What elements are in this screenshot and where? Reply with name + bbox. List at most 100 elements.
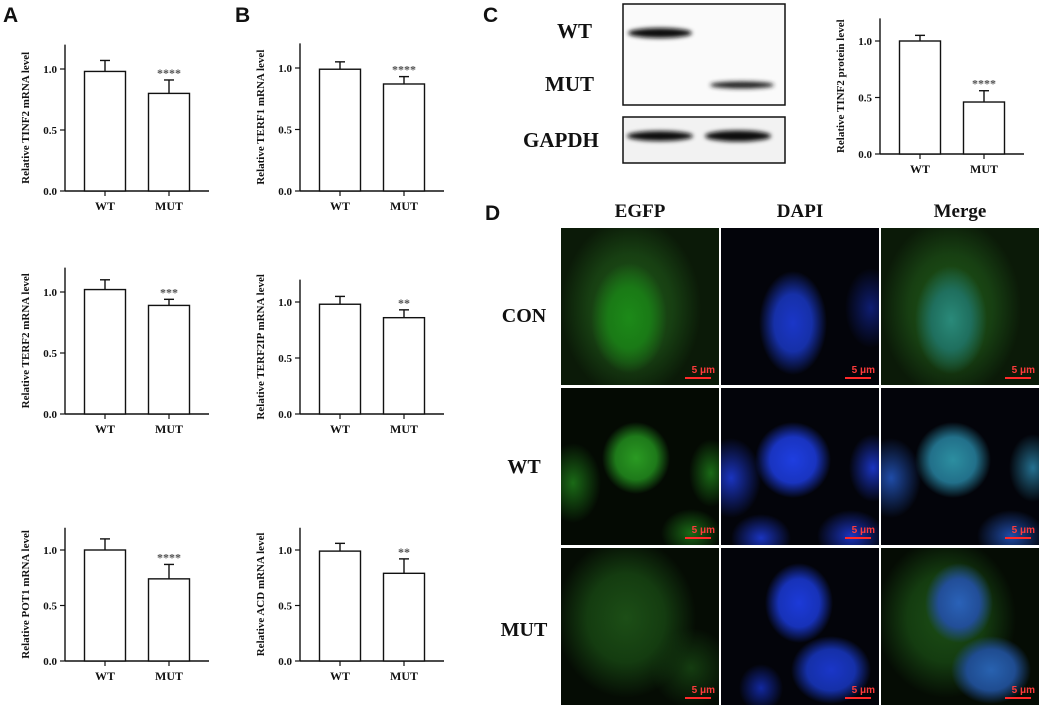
x-tick-label: WT xyxy=(330,669,350,683)
bar-wt xyxy=(318,68,362,192)
y-tick-label: 1.0 xyxy=(278,297,292,309)
x-tick-label: MUT xyxy=(390,422,418,436)
bar-wt xyxy=(318,303,362,415)
row-label-con: CON xyxy=(502,305,547,327)
scale-bar-label: 5 μm xyxy=(851,685,875,696)
blot-label-gapdh: GAPDH xyxy=(523,128,599,152)
x-tick-label: MUT xyxy=(970,162,998,176)
y-axis-label: Relative TERF2 mRNA level xyxy=(20,273,32,408)
scale-bar xyxy=(1005,537,1031,539)
y-axis-label: Relative TERF2IP mRNA level xyxy=(255,274,267,420)
y-tick-label: 0.0 xyxy=(278,186,292,198)
bar-mut xyxy=(147,92,191,192)
x-tick-label: WT xyxy=(95,669,115,683)
scale-bar xyxy=(1005,697,1031,699)
y-tick-label: 0.0 xyxy=(858,149,872,161)
scale-bar-label: 5 μm xyxy=(691,685,715,696)
y-tick-label: 1.0 xyxy=(278,63,292,75)
scale-bar-label: 5 μm xyxy=(1011,525,1035,536)
scale-bar xyxy=(1005,377,1031,379)
significance-label: ** xyxy=(398,545,410,559)
y-tick-label: 0.0 xyxy=(278,409,292,421)
micro-mut-merge: 5 μm xyxy=(881,548,1039,705)
micro-wt-dapi: 5 μm xyxy=(721,388,879,545)
bar-mut xyxy=(962,101,1006,155)
bar-wt xyxy=(83,288,127,415)
y-tick-label: 0.0 xyxy=(43,656,57,668)
x-tick-label: MUT xyxy=(390,669,418,683)
y-axis-label: Relative TERF1 mRNA level xyxy=(255,50,267,185)
scale-bar xyxy=(685,377,711,379)
col-header-egfp: EGFP xyxy=(615,201,666,222)
y-tick-label: 1.0 xyxy=(858,36,872,48)
scale-bar-label: 5 μm xyxy=(851,365,875,376)
y-tick-label: 1.0 xyxy=(43,287,57,299)
col-header-dapi: DAPI xyxy=(777,201,823,222)
row-label-wt: WT xyxy=(507,456,541,478)
x-tick-label: MUT xyxy=(390,199,418,213)
y-tick-label: 1.0 xyxy=(43,64,57,76)
micro-con-egfp: 5 μm xyxy=(561,228,719,385)
blot-label-wt: WT xyxy=(557,19,592,43)
significance-label: **** xyxy=(972,77,996,91)
bar-wt xyxy=(318,550,362,662)
scale-bar xyxy=(845,697,871,699)
x-tick-label: WT xyxy=(95,199,115,213)
y-tick-label: 0.5 xyxy=(278,353,292,365)
bar-wt xyxy=(898,40,942,155)
panel-letter-b: B xyxy=(235,4,251,27)
y-tick-label: 0.0 xyxy=(43,186,57,198)
row-label-mut: MUT xyxy=(501,619,548,641)
scale-bar-label: 5 μm xyxy=(1011,365,1035,376)
x-tick-label: MUT xyxy=(155,199,183,213)
y-axis-label: Relative TINF2 protein level xyxy=(835,19,847,153)
x-tick-label: MUT xyxy=(155,669,183,683)
scale-bar-label: 5 μm xyxy=(1011,685,1035,696)
significance-label: **** xyxy=(392,63,416,77)
x-tick-label: WT xyxy=(910,162,930,176)
micro-wt-merge: 5 μm xyxy=(881,388,1039,545)
x-tick-label: WT xyxy=(330,422,350,436)
micro-con-dapi: 5 μm xyxy=(721,228,879,385)
bar-mut xyxy=(382,83,426,192)
y-tick-label: 0.5 xyxy=(858,93,872,105)
col-header-merge: Merge xyxy=(934,201,987,222)
western-blot: WT MUT GAPDH xyxy=(523,3,786,164)
y-tick-label: 0.0 xyxy=(278,656,292,668)
x-tick-label: WT xyxy=(330,199,350,213)
y-tick-label: 0.5 xyxy=(43,125,57,137)
scale-bar-label: 5 μm xyxy=(691,525,715,536)
scale-bar-label: 5 μm xyxy=(691,365,715,376)
panel-letter-a: A xyxy=(3,4,19,27)
y-axis-label: Relative POT1 mRNA level xyxy=(20,530,32,659)
y-axis-label: Relative TINF2 mRNA level xyxy=(20,52,32,184)
panel-letter-d: D xyxy=(485,202,501,225)
scale-bar xyxy=(685,697,711,699)
micro-mut-egfp: 5 μm xyxy=(561,548,719,705)
bar-mut xyxy=(382,572,426,662)
y-tick-label: 0.5 xyxy=(278,125,292,137)
scale-bar xyxy=(845,377,871,379)
band-gapdh-mut xyxy=(705,130,771,142)
band-mut xyxy=(710,81,774,89)
band-gapdh-wt xyxy=(627,131,693,141)
micro-mut-dapi: 5 μm xyxy=(721,548,879,705)
panel-letter-c: C xyxy=(483,4,499,27)
x-tick-label: WT xyxy=(95,422,115,436)
y-tick-label: 0.5 xyxy=(43,601,57,613)
micro-con-merge: 5 μm xyxy=(881,228,1039,385)
bar-wt xyxy=(83,70,127,192)
bar-mut xyxy=(382,316,426,415)
significance-label: *** xyxy=(160,285,178,299)
significance-label: ** xyxy=(398,296,410,310)
y-tick-label: 1.0 xyxy=(278,545,292,557)
significance-label: **** xyxy=(157,550,181,564)
x-tick-label: MUT xyxy=(155,422,183,436)
